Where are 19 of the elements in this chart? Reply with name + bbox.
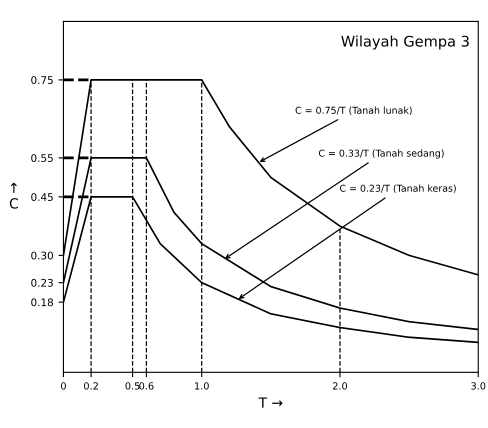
text: Wilayah Gempa 3 bbox=[341, 35, 469, 50]
x-tick-label: 0.5 bbox=[125, 382, 140, 390]
x-tick-label: 0.6 bbox=[139, 382, 154, 390]
x-tick-label: 1.0 bbox=[195, 382, 209, 390]
y-tick-label: 0.45 bbox=[31, 193, 53, 201]
y-tick-label: 0.55 bbox=[31, 154, 53, 162]
x-tick-label: 0 bbox=[60, 382, 66, 390]
x-tick-label: 3.0 bbox=[471, 382, 486, 390]
x-tick-label: 0.2 bbox=[84, 382, 98, 390]
y-tick-label: 0.75 bbox=[31, 76, 53, 84]
x-axis-title: T → bbox=[258, 397, 282, 408]
y-tick-label: 0.18 bbox=[31, 298, 54, 306]
y-axis-title: ↑ C bbox=[10, 182, 18, 209]
x-tick-label: 2.0 bbox=[332, 382, 348, 390]
y-tick-label: 0.30 bbox=[31, 252, 54, 260]
annotation: C = 0.33/T (Tanah sedang) bbox=[318, 149, 444, 159]
y-tick-label: 0.23 bbox=[31, 278, 53, 287]
annotation: C = 0.75/T (Tanah lunak) bbox=[296, 106, 412, 115]
annotation: C = 0.23/T (Tanah keras) bbox=[340, 184, 456, 193]
